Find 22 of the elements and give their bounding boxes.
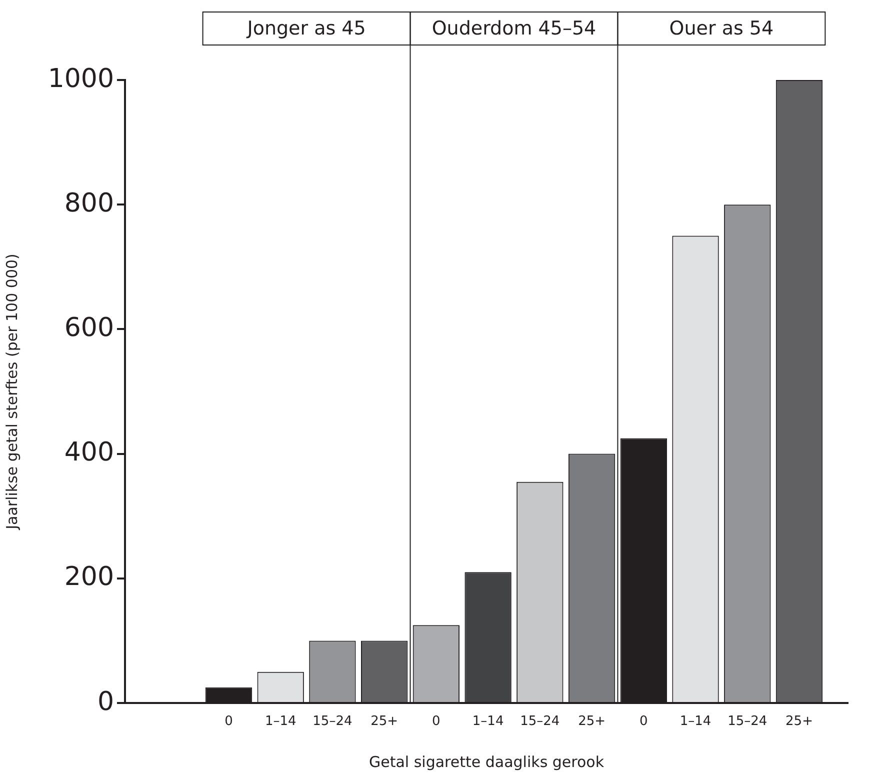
x-tick-label: 1–14 bbox=[472, 714, 504, 730]
x-tick-label: 0 bbox=[432, 714, 440, 730]
y-tick-label: 200 bbox=[64, 562, 114, 592]
y-tick-label: 400 bbox=[64, 438, 114, 468]
x-tick-label: 0 bbox=[640, 714, 648, 730]
x-tick-label: 25+ bbox=[786, 714, 813, 730]
x-axis-title: Getal sigarette daagliks gerook bbox=[368, 752, 604, 771]
x-tick-label: 25+ bbox=[370, 714, 398, 730]
x-tick-label: 15–24 bbox=[728, 714, 768, 730]
text: Ouderdom 45–54 bbox=[432, 17, 596, 40]
x-tick-label: 15–24 bbox=[520, 714, 560, 730]
x-tick-label: 1–14 bbox=[680, 714, 712, 730]
text: Jonger as 45 bbox=[246, 17, 366, 40]
x-tick-label: 25+ bbox=[578, 714, 606, 730]
x-tick-label: 15–24 bbox=[312, 714, 352, 730]
text: Ouer as 54 bbox=[669, 17, 774, 40]
x-tick-label: 0 bbox=[224, 714, 233, 730]
y-tick-label: 800 bbox=[64, 188, 114, 218]
y-tick-label: 1000 bbox=[48, 64, 114, 94]
y-axis-title: Jaarlikse getal sterftes (per 100 000) bbox=[2, 254, 21, 530]
y-tick-label: 600 bbox=[64, 312, 114, 343]
x-tick-label: 1–14 bbox=[264, 714, 296, 730]
